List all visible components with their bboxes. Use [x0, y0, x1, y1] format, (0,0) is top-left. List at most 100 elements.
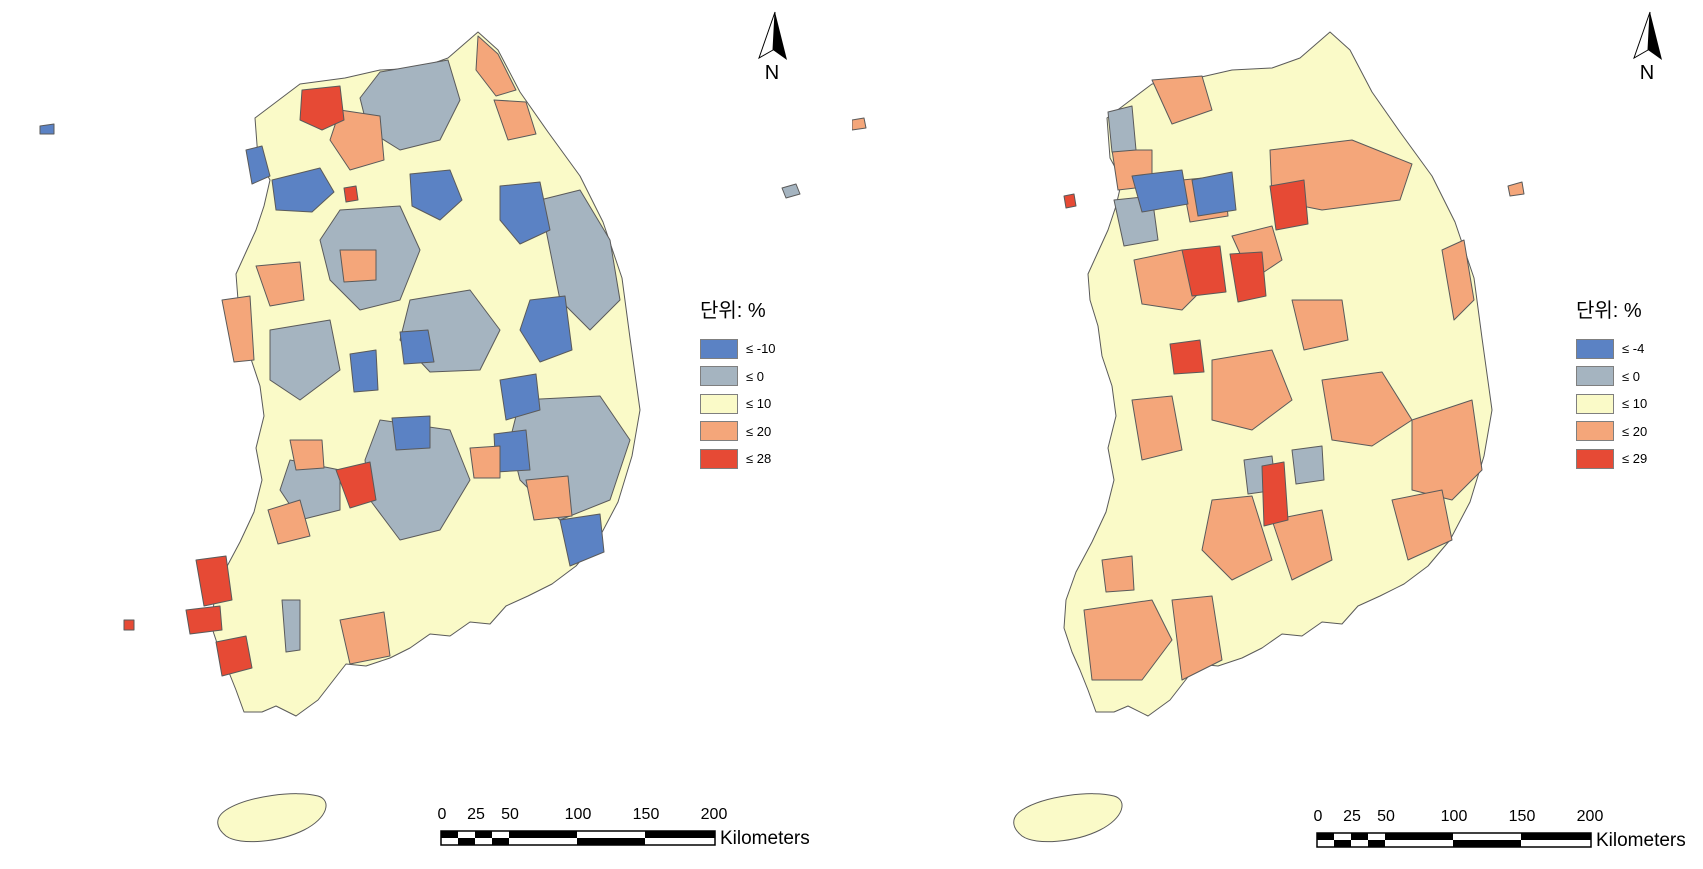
region [289, 439, 325, 471]
north-label: N [1639, 62, 1655, 84]
region [1321, 371, 1413, 447]
legend-item: ≤ -10 [700, 335, 776, 363]
island [1507, 181, 1525, 197]
region [349, 349, 379, 393]
region [1269, 179, 1309, 231]
region [221, 295, 255, 363]
map-panel-right: N 단위: % ≤ -4 ≤ 0 ≤ 10 ≤ 20 ≤ 29 0 25 50 … [852, 0, 1703, 869]
jeju-island [1013, 793, 1123, 843]
scale-tick-label: 0 [437, 806, 447, 823]
region [1261, 461, 1289, 527]
scale-bar-graphic [1316, 832, 1592, 848]
legend-label: ≤ 20 [746, 423, 772, 439]
legend-swatch [700, 366, 738, 387]
island [123, 619, 135, 631]
legend-swatch [1576, 366, 1614, 387]
region [281, 599, 301, 653]
choropleth-map-left [39, 31, 801, 843]
scale-tick-label: 150 [1508, 808, 1536, 825]
region [1181, 245, 1227, 297]
region [1169, 339, 1205, 375]
legend: 단위: % ≤ -10 ≤ 0 ≤ 10 ≤ 20 ≤ 28 [700, 294, 776, 473]
legend-swatch [1576, 393, 1614, 414]
region [559, 513, 605, 567]
legend-item: ≤ 10 [700, 390, 776, 418]
region [391, 415, 431, 451]
island [39, 123, 55, 135]
legend: 단위: % ≤ -4 ≤ 0 ≤ 10 ≤ 20 ≤ 29 [1576, 294, 1647, 473]
legend-label: ≤ 0 [746, 368, 764, 384]
region [269, 319, 341, 401]
legend-label: ≤ 10 [1622, 396, 1648, 412]
region [1201, 495, 1273, 581]
scale-tick-label: 150 [632, 806, 660, 823]
north-arrow: N [757, 10, 787, 84]
region [1411, 399, 1483, 501]
legend-item: ≤ 20 [1576, 418, 1647, 446]
legend-item: ≤ 10 [1576, 390, 1647, 418]
region [195, 555, 233, 607]
scale-unit: Kilometers [1596, 830, 1686, 851]
region [499, 373, 541, 421]
north-arrow: N [1632, 10, 1662, 84]
scale-tick-label: 0 [1313, 808, 1323, 825]
legend-item: ≤ 20 [700, 418, 776, 446]
region [475, 35, 517, 97]
region [499, 181, 551, 245]
jeju-island [217, 793, 327, 843]
region [519, 295, 573, 363]
region [409, 169, 463, 221]
region [399, 329, 435, 365]
region [1271, 509, 1333, 581]
region [185, 605, 223, 635]
region [1191, 171, 1237, 217]
region [493, 99, 537, 141]
scale-tick-label: 25 [1343, 808, 1361, 825]
region [1101, 555, 1135, 593]
legend-swatch [700, 421, 738, 442]
legend-item: ≤ -4 [1576, 335, 1647, 363]
island [852, 117, 867, 131]
legend-swatch [700, 393, 738, 414]
legend-label: ≤ 20 [1622, 423, 1648, 439]
region [1229, 251, 1267, 303]
scale-unit: Kilometers [720, 828, 810, 849]
island [781, 183, 801, 199]
region [1131, 395, 1183, 461]
region [1151, 75, 1213, 125]
region [469, 445, 501, 479]
region [339, 249, 377, 283]
region [1211, 349, 1293, 431]
region [1171, 595, 1223, 681]
map-panel-left: N 단위: % ≤ -10 ≤ 0 ≤ 10 ≤ 20 ≤ 28 0 25 50… [0, 0, 851, 869]
region [267, 499, 311, 545]
region [1291, 299, 1349, 351]
region [1391, 489, 1453, 561]
scale-tick-label: 200 [700, 806, 728, 823]
region [255, 261, 305, 307]
legend-swatch [1576, 421, 1614, 442]
scale-tick-label: 25 [467, 806, 485, 823]
scale-bar-graphic [440, 830, 716, 846]
legend-label: ≤ 0 [1622, 368, 1640, 384]
scale-tick-label: 50 [1377, 808, 1395, 825]
legend-swatch [700, 338, 738, 359]
legend-swatch [1576, 448, 1614, 469]
region [1107, 105, 1137, 153]
region [1083, 599, 1173, 681]
scale-tick-label: 100 [1440, 808, 1468, 825]
legend-label: ≤ 29 [1622, 451, 1648, 467]
region [329, 109, 385, 171]
legend-title: 단위: % [1576, 300, 1642, 322]
region [359, 59, 461, 151]
legend-item: ≤ 28 [700, 445, 776, 473]
legend-item: ≤ 29 [1576, 445, 1647, 473]
scale-bar: 0 25 50 100 150 200 Kilometers [1313, 808, 1696, 856]
scale-tick-label: 200 [1576, 808, 1604, 825]
scale-tick-label: 100 [564, 806, 592, 823]
north-arrow-icon [1633, 11, 1662, 60]
region [1063, 193, 1077, 209]
region [335, 461, 377, 509]
region [339, 611, 391, 665]
legend-label: ≤ 28 [746, 451, 772, 467]
